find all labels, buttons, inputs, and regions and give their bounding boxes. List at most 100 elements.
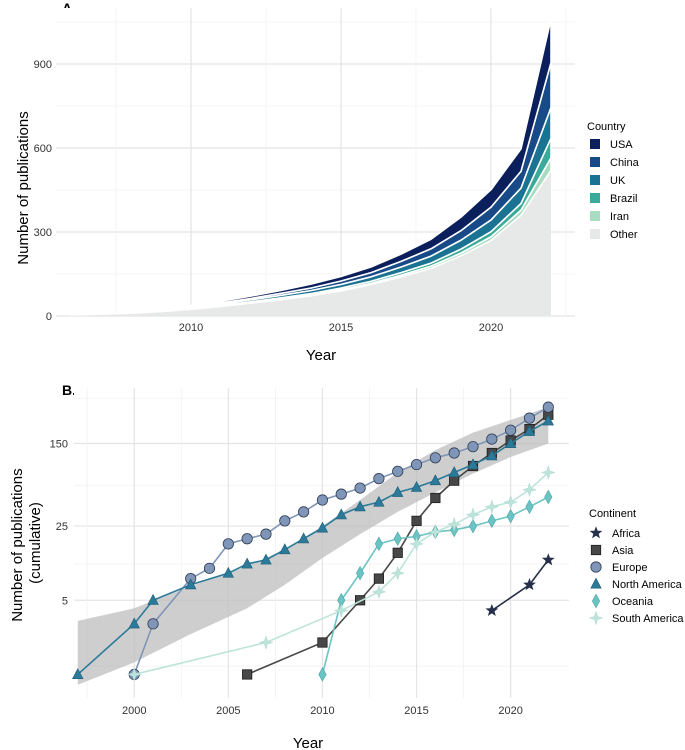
panel-b-point-oceania — [544, 489, 553, 505]
panel-b-point-north-america — [297, 532, 310, 544]
panel-b-band — [77, 407, 549, 685]
panel-b-y-axis-title: Number of publications (cumulative) — [9, 464, 44, 622]
panel-b-point-south-america — [126, 667, 142, 682]
panel-b-point-europe — [279, 515, 291, 527]
panel-b-series-europe — [128, 401, 554, 681]
panel-b-point-europe — [542, 401, 554, 413]
panel-b-legend-key-asia — [590, 544, 602, 556]
panel-b-legend-key-europe — [590, 561, 602, 573]
panel-b-point-north-america — [222, 566, 235, 578]
panel-a-legend-swatch-china — [590, 157, 600, 167]
panel-a-x-tick-label: 2015 — [329, 322, 353, 334]
panel-a-ticks: 0 300 600 900 2010 2015 2020 — [34, 59, 504, 334]
panel-b-point-south-america — [446, 516, 462, 532]
panel-b-point-europe — [410, 458, 423, 471]
panel-a-y-tick-label: 0 — [46, 311, 52, 323]
panel-b-point-asia — [430, 492, 441, 504]
panel-b-point-europe — [505, 424, 517, 436]
panel-b-point-oceania — [506, 508, 515, 524]
panel-b-point-south-america — [540, 465, 556, 480]
panel-b-point-south-america — [409, 536, 424, 552]
panel-b-legend-title: Continent — [589, 508, 636, 520]
panel-b-point-north-america — [392, 485, 404, 497]
panel-b-line-europe — [133, 406, 549, 675]
panel-b-x-tick-label: 2010 — [310, 705, 334, 717]
panel-b: B. 5 25 150 2000 2005 2010 2015 2020 Year Numbe… — [9, 382, 684, 750]
panel-b-point-south-america — [484, 499, 500, 515]
panel-b-point-north-america — [429, 474, 442, 486]
panel-b-point-europe — [335, 488, 347, 500]
panel-b-legend-key-oceania — [591, 593, 601, 609]
panel-b-point-asia — [354, 595, 366, 606]
panel-b-point-north-america — [373, 495, 385, 507]
panel-b-point-asia — [411, 515, 422, 526]
panel-b-point-oceania — [487, 513, 496, 529]
panel-b-point-europe — [467, 441, 479, 453]
panel-b-point-north-america — [147, 593, 159, 605]
panel-b-point-north-america — [504, 437, 517, 448]
panel-b-point-europe — [523, 412, 536, 424]
panel-b-point-asia — [392, 547, 403, 558]
panel-b-point-europe — [260, 528, 272, 540]
panel-a-legend-swatch-usa — [590, 139, 600, 149]
panel-b-point-south-america — [390, 565, 406, 581]
panel-a-area-usa — [70, 18, 552, 316]
panel-a-legend-swatch-iran — [590, 211, 600, 221]
panel-a-legend-label-uk: UK — [610, 175, 626, 187]
panel-b-y-axis-title-line-2: (cumulative) — [27, 502, 44, 584]
panel-b-y-tick-label: 150 — [50, 438, 68, 450]
panel-b-point-europe — [486, 433, 498, 445]
panel-b-point-oceania — [393, 531, 402, 547]
panel-b-point-oceania — [374, 536, 383, 552]
panel-b-x-axis-title: Year — [293, 735, 323, 750]
panel-b-point-europe — [448, 447, 460, 459]
panel-b-point-south-america — [371, 584, 387, 600]
panel-a-legend-label-other: Other — [610, 229, 638, 241]
panel-b-point-south-america — [333, 603, 349, 618]
panel-b-legend-key-africa — [589, 526, 603, 539]
panel-b-point-north-america — [542, 414, 554, 426]
panel-b-point-oceania — [356, 565, 365, 581]
panel-a-legend-swatch-brazil — [590, 193, 600, 203]
panel-b-point-north-america — [72, 668, 84, 679]
panel-b-point-oceania — [318, 667, 327, 682]
panel-b-series-oceania — [318, 489, 553, 682]
panel-b-label: B. — [62, 382, 76, 398]
panel-b-point-africa — [541, 553, 555, 566]
panel-b-point-north-america — [184, 578, 197, 590]
panel-b-confidence-band — [77, 407, 549, 685]
panel-b-legend-key-north-america — [590, 577, 602, 589]
panel-b-point-europe — [298, 506, 310, 518]
panel-b-point-europe — [147, 618, 159, 630]
panel-a-legend-swatch-uk — [590, 175, 600, 185]
panel-b-series-south-america — [126, 465, 556, 682]
panel-b-x-tick-label: 2015 — [404, 705, 428, 717]
panel-b-point-north-america — [486, 449, 498, 461]
panel-b-point-europe — [392, 465, 404, 477]
panel-b-point-north-america — [316, 521, 329, 533]
panel-a-legend-swatch-other — [590, 229, 600, 239]
panel-b-legend-label-africa: Africa — [612, 528, 641, 540]
panel-b-x-tick-label: 2005 — [216, 705, 240, 717]
panel-b-point-south-america — [258, 635, 274, 650]
panel-b-point-north-america — [260, 553, 272, 565]
panel-b-point-europe — [429, 452, 441, 464]
panel-b-legend-label-oceania: Oceania — [612, 596, 654, 608]
panel-b-legend-label-asia: Asia — [612, 545, 634, 557]
panel-b-point-asia — [449, 475, 460, 486]
panel-b-lines — [72, 401, 556, 682]
panel-b-series-north-america — [72, 414, 554, 679]
panel-b-point-africa — [485, 603, 499, 616]
panel-a-y-axis-title: Number of publications — [15, 111, 32, 264]
panel-b-point-south-america — [522, 482, 537, 498]
panel-a-x-tick-label: 2020 — [479, 322, 503, 334]
panel-b-legend-label-north-america: North America — [612, 579, 683, 591]
panel-b-legend-label-europe: Europe — [612, 562, 647, 574]
panel-b-y-tick-label: 5 — [62, 595, 68, 607]
panel-b-point-north-america — [448, 466, 460, 477]
panel-b-point-oceania — [525, 499, 534, 515]
panel-b-point-south-america — [465, 507, 481, 523]
panel-a-x-axis-title: Year — [306, 347, 336, 364]
panel-a-area-other — [71, 170, 551, 316]
